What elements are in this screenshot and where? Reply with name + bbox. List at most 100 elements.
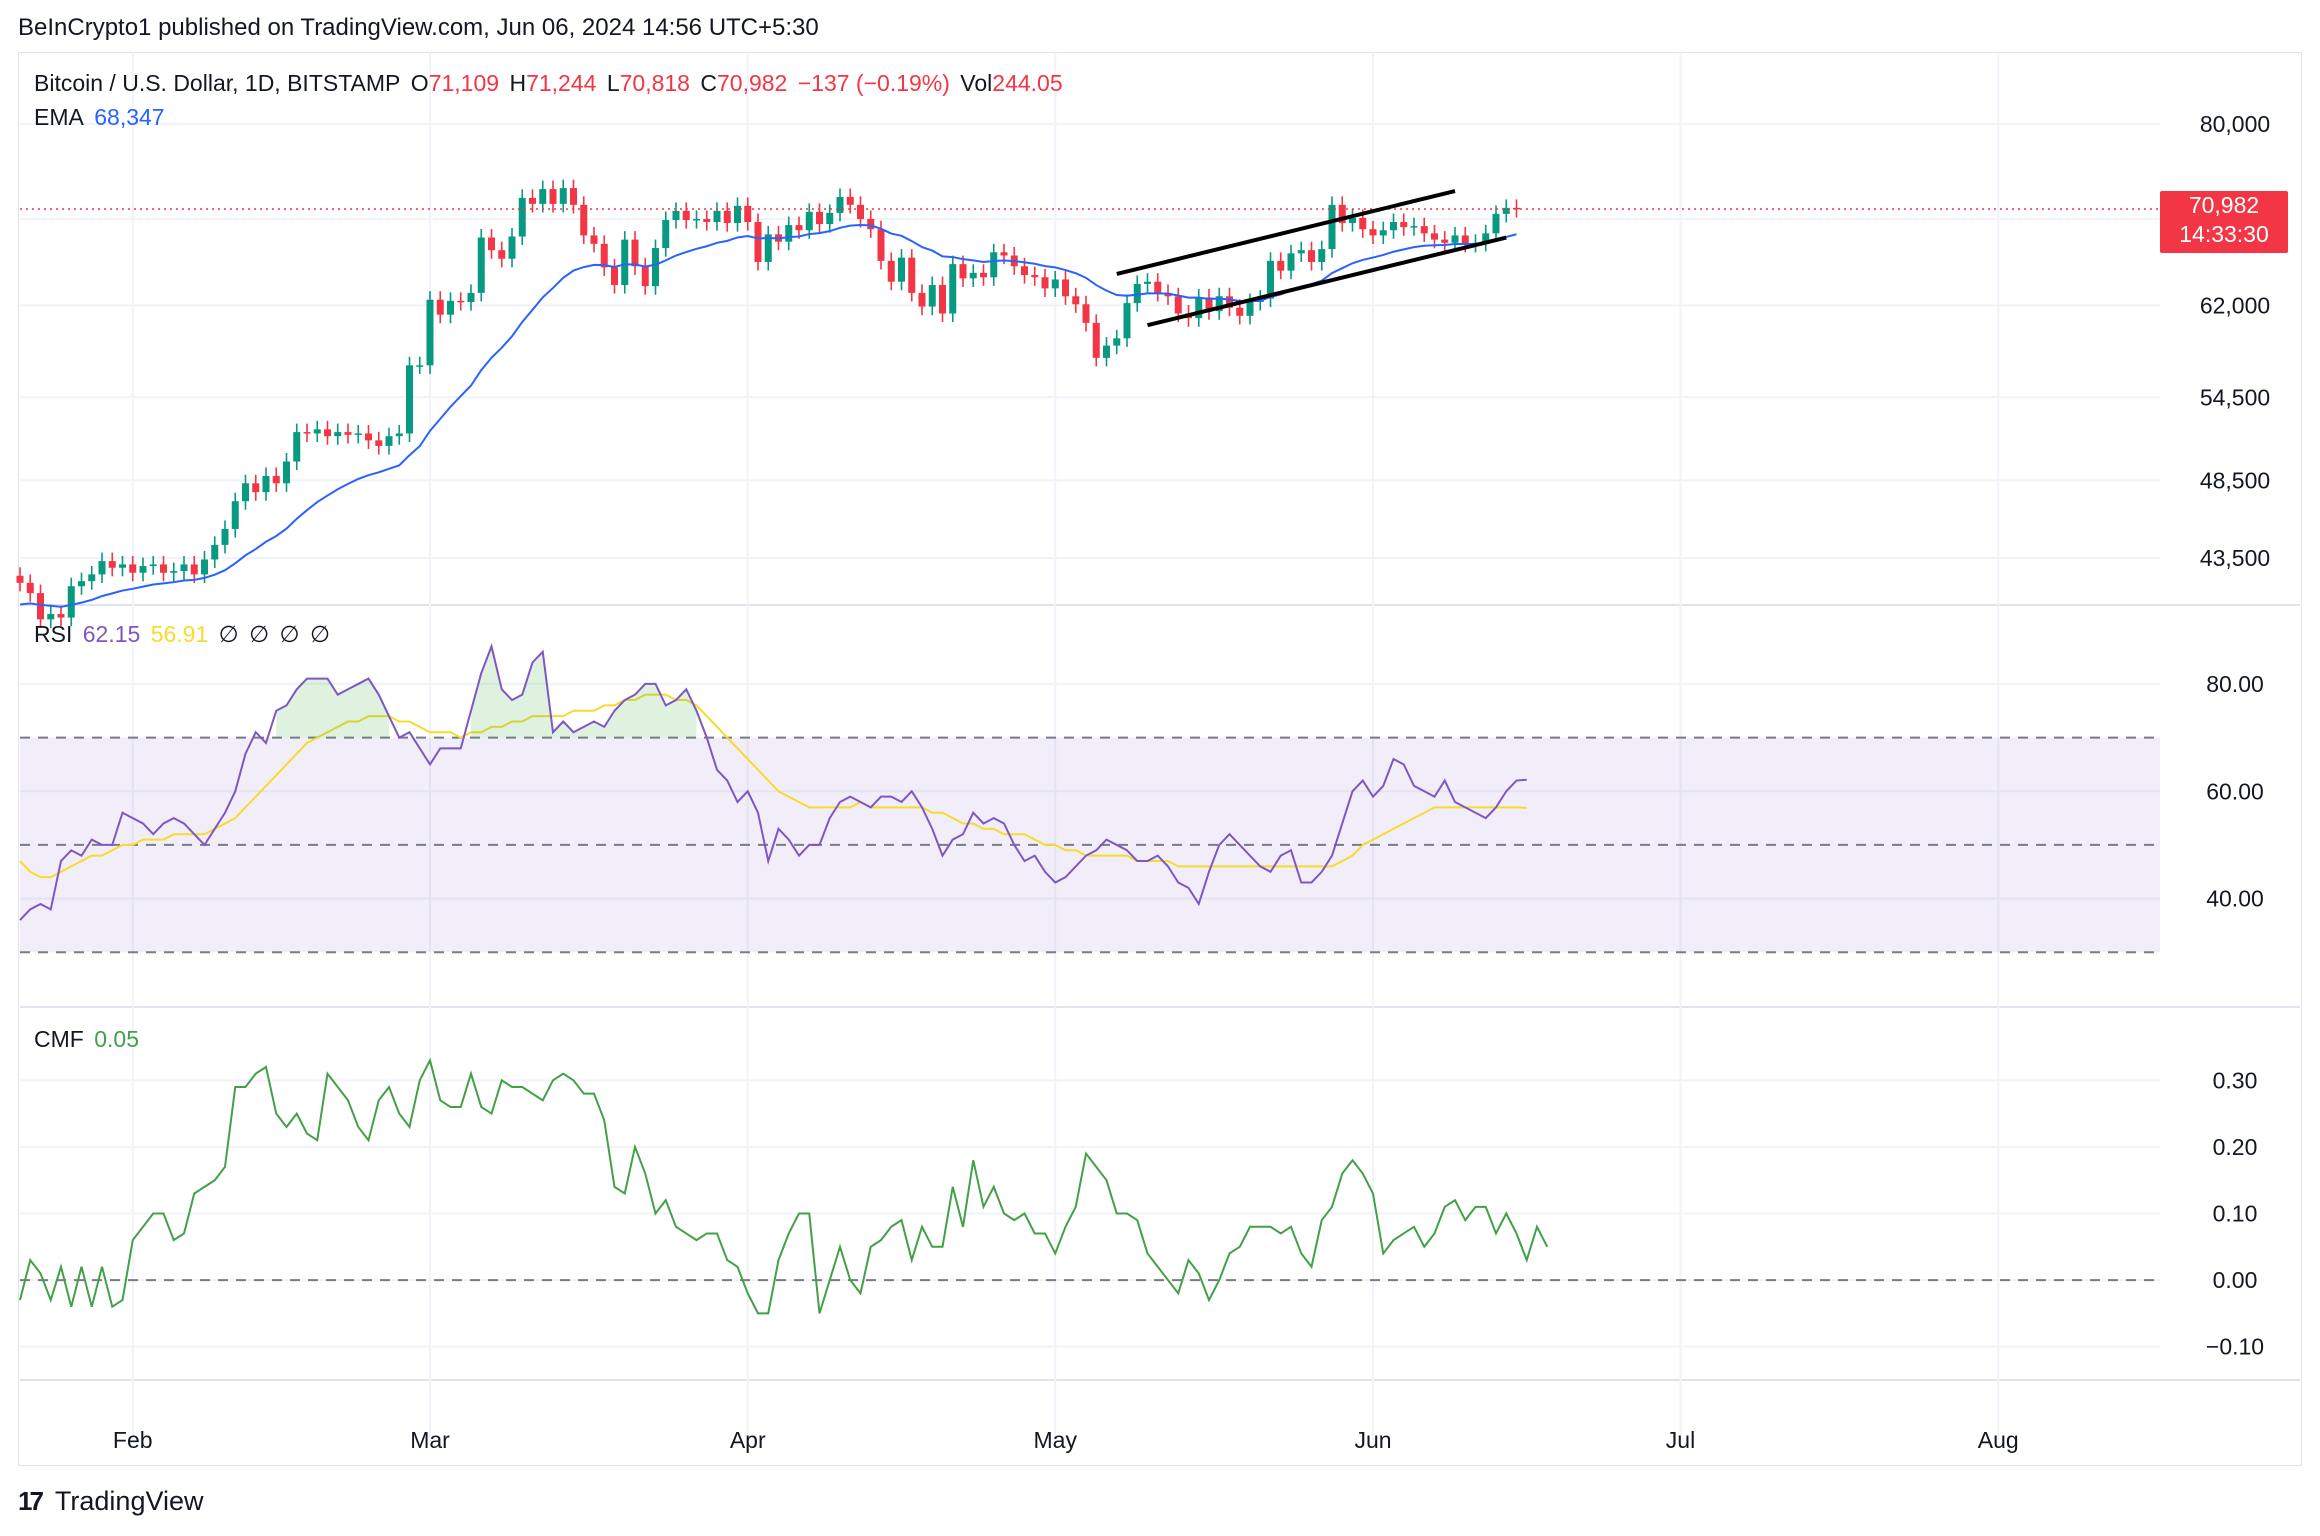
candle-body: [242, 483, 249, 502]
candle-body: [723, 210, 731, 224]
chart-frame[interactable]: [18, 52, 2302, 1466]
rsi-legend[interactable]: RSI 62.15 56.91 ∅ ∅ ∅ ∅: [34, 621, 334, 648]
candle-body: [1195, 297, 1203, 319]
candle-body: [785, 225, 793, 242]
close-value: 70,982: [716, 70, 788, 96]
candle-body: [365, 433, 372, 441]
candle-body: [1062, 279, 1069, 297]
candle-body: [652, 248, 659, 287]
candle-body: [211, 544, 219, 560]
candle-body: [416, 365, 424, 367]
candle-body: [539, 189, 547, 204]
candle-body: [457, 300, 465, 303]
candle-body: [518, 197, 526, 237]
price-tick-label: 48,500: [2200, 467, 2270, 493]
close-label: C: [700, 70, 717, 96]
badge-price: 70,982: [2188, 192, 2260, 219]
candle-body: [1482, 233, 1490, 243]
candle-body: [1174, 296, 1182, 314]
candle-body: [662, 219, 670, 249]
candle-body: [887, 260, 895, 282]
candle-body: [1154, 281, 1162, 293]
candle-body: [1103, 345, 1110, 358]
candle-body: [1318, 249, 1326, 262]
candle-body: [1267, 260, 1274, 299]
candle-body: [1369, 229, 1377, 236]
rsi-ma-line: [19, 693, 1527, 879]
candle-body: [47, 614, 55, 620]
price-tick-label: 43,500: [2200, 545, 2270, 571]
candle-body: [1431, 233, 1438, 240]
candle-body: [1513, 207, 1520, 210]
candle-body: [426, 299, 434, 366]
rsi-ma-value: 56.91: [150, 621, 209, 647]
rsi-layer: [19, 642, 1527, 921]
rsi-band-layer: [20, 736, 2160, 1282]
candle-body: [385, 436, 393, 446]
candle-body: [1215, 296, 1223, 312]
candle-body: [877, 229, 885, 261]
candle-body: [1441, 239, 1449, 243]
candle-body: [1133, 283, 1141, 304]
candle-body: [78, 581, 85, 587]
cmf-line: [19, 1057, 1549, 1315]
ema-layer: [19, 223, 1517, 608]
month-tick-label: Jul: [1666, 1427, 1695, 1453]
candle-body: [928, 285, 936, 307]
price-series-layer: [16, 179, 2160, 628]
candle-body: [764, 234, 772, 262]
candle-body: [898, 257, 905, 282]
channel-lower-line: [1147, 235, 1507, 328]
candle-body: [857, 204, 864, 219]
candle-body: [1113, 338, 1121, 346]
empty-value-icon: ∅: [309, 621, 330, 647]
candle-body: [334, 432, 342, 437]
candle-body: [703, 218, 711, 223]
candle-body: [1092, 322, 1100, 358]
candle-body: [1461, 235, 1469, 244]
month-tick-label: Mar: [410, 1427, 450, 1453]
cmf-tick-label: 0.00: [2213, 1267, 2258, 1293]
candle-body: [139, 566, 147, 573]
candle-body: [621, 239, 629, 286]
empty-value-icon: ∅: [249, 621, 270, 647]
symbol-label[interactable]: Bitcoin / U.S. Dollar, 1D, BITSTAMP: [34, 70, 401, 96]
candle-body: [37, 593, 44, 620]
candle-body: [959, 264, 967, 279]
trendline-layer: [1116, 189, 1507, 328]
candle-body: [1400, 222, 1408, 228]
candle-body: [1390, 222, 1397, 231]
footer-brand[interactable]: 17 TradingView: [18, 1486, 204, 1517]
candle-body: [867, 218, 875, 230]
candle-body: [108, 561, 116, 568]
candle-body: [477, 237, 485, 293]
candle-body: [918, 292, 926, 307]
candle-body: [570, 188, 577, 205]
candle-body: [395, 433, 403, 437]
candle-body: [529, 197, 536, 204]
candle-body: [262, 475, 270, 493]
month-tick-label: Jun: [1354, 1427, 1391, 1453]
candle-body: [498, 250, 506, 259]
volume-value: 244.05: [992, 70, 1063, 96]
candle-body: [324, 429, 331, 437]
candle-body: [1021, 266, 1028, 276]
candle-body: [180, 564, 188, 572]
candle-body: [1031, 275, 1039, 278]
candle-body: [67, 586, 75, 618]
candle-body: [549, 189, 557, 204]
month-tick-label: Apr: [730, 1427, 766, 1453]
candle-body: [990, 252, 998, 278]
brand-name: TradingView: [54, 1486, 204, 1516]
candle-body: [1051, 279, 1059, 289]
ema-legend[interactable]: EMA 68,347: [34, 104, 169, 131]
candle-body: [98, 561, 106, 575]
candle-body: [26, 582, 34, 594]
candle-body: [488, 237, 495, 251]
high-label: H: [509, 70, 527, 96]
low-label: L: [606, 70, 620, 96]
candle-body: [754, 222, 762, 262]
cmf-legend[interactable]: CMF 0.05: [34, 1026, 143, 1053]
candle-body: [272, 475, 280, 484]
